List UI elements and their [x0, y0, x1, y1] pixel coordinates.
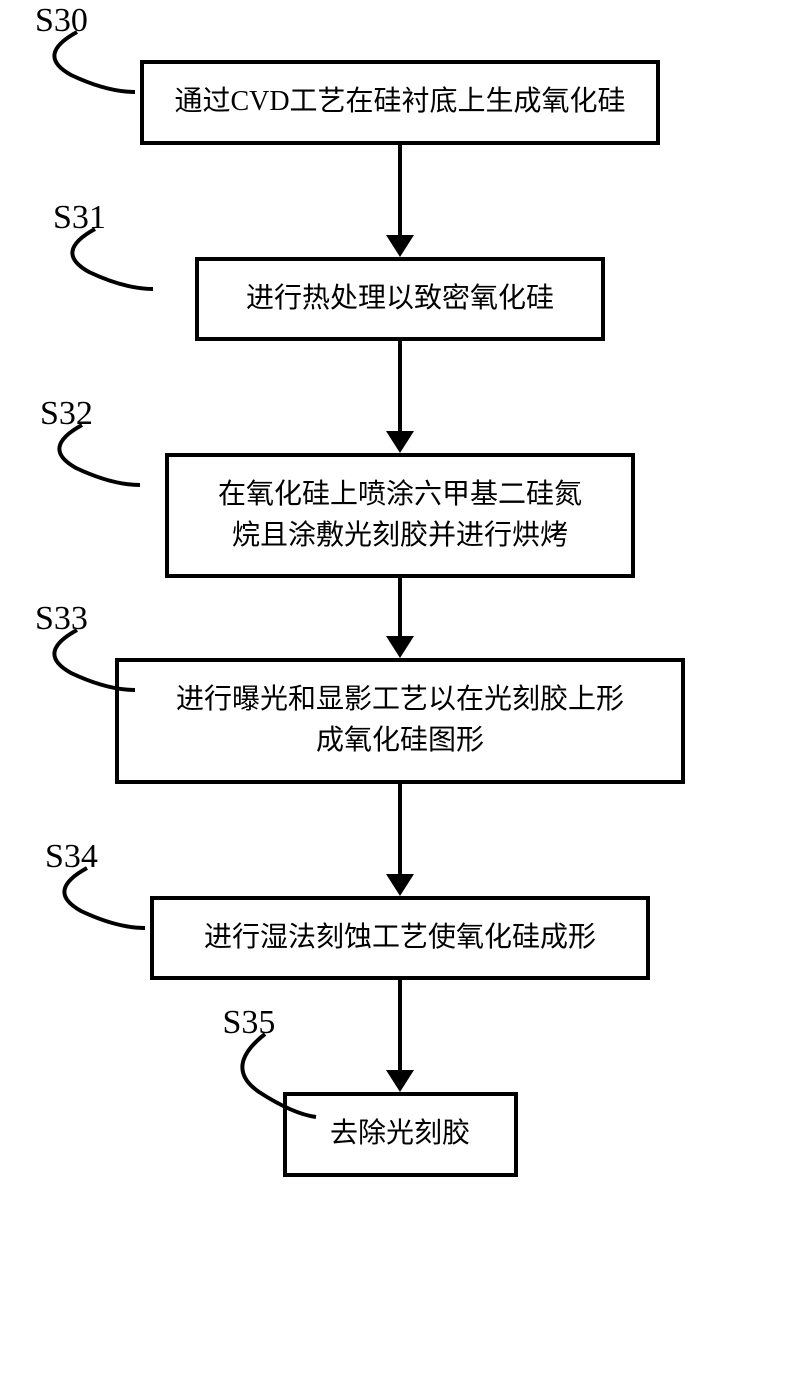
label-connector-S31	[43, 217, 163, 327]
step-S31: S31进行热处理以致密氧化硅	[195, 257, 605, 342]
step-box-S32: 在氧化硅上喷涂六甲基二硅氮 烷且涂敷光刻胶并进行烘烤	[165, 453, 635, 578]
label-connector-S34	[35, 856, 155, 966]
label-connector-S30	[25, 20, 145, 130]
step-S32: S32在氧化硅上喷涂六甲基二硅氮 烷且涂敷光刻胶并进行烘烤	[165, 453, 635, 578]
step-S34: S34进行湿法刻蚀工艺使氧化硅成形	[150, 896, 650, 981]
step-box-S31: 进行热处理以致密氧化硅	[195, 257, 605, 342]
label-connector-S32	[30, 413, 150, 523]
step-S30: S30通过CVD工艺在硅衬底上生成氧化硅	[140, 60, 660, 145]
arrow-S31	[386, 341, 414, 453]
label-connector-S33	[25, 618, 145, 728]
arrow-S33	[386, 784, 414, 896]
flowchart-container: S30通过CVD工艺在硅衬底上生成氧化硅 S31进行热处理以致密氧化硅 S32在氧化…	[115, 60, 685, 1177]
step-S33: S33进行曝光和显影工艺以在光刻胶上形 成氧化硅图形	[115, 658, 685, 783]
arrow-S32	[386, 578, 414, 658]
arrow-S34	[386, 980, 414, 1092]
step-box-S33: 进行曝光和显影工艺以在光刻胶上形 成氧化硅图形	[115, 658, 685, 783]
step-box-S34: 进行湿法刻蚀工艺使氧化硅成形	[150, 896, 650, 981]
arrow-S30	[386, 145, 414, 257]
label-connector-S35	[213, 1022, 333, 1132]
step-S35: S35去除光刻胶	[283, 1092, 518, 1177]
step-box-S30: 通过CVD工艺在硅衬底上生成氧化硅	[140, 60, 660, 145]
